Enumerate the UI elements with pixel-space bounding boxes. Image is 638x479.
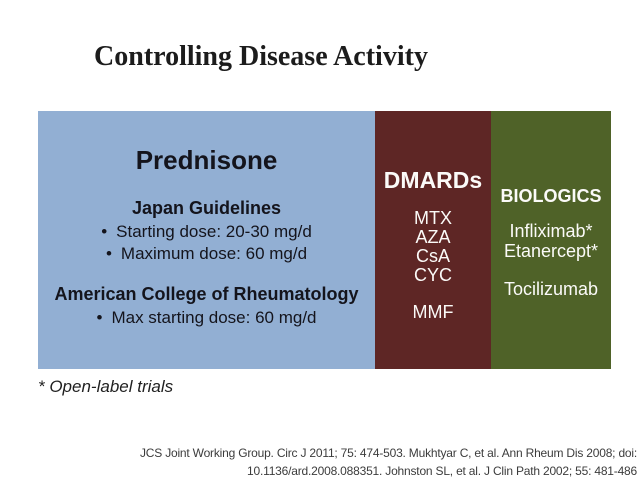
open-label-footnote: * Open-label trials: [38, 377, 174, 396]
list-item: • Max starting dose: 60 mg/d: [38, 308, 375, 327]
dmards-item: MMF: [412, 302, 454, 322]
biologics-item: Etanercept*: [503, 241, 599, 261]
citation: JCS Joint Working Group. Circ J 2011; 75…: [77, 444, 637, 479]
acr-heading: American College of Rheumatology: [54, 284, 359, 304]
dmards-item: AZA: [415, 227, 451, 247]
list-item: • Maximum dose: 60 mg/d: [38, 244, 375, 263]
list-item: • Starting dose: 20-30 mg/d: [38, 222, 375, 241]
dmards-item: CsA: [415, 246, 450, 266]
citation-line-1: JCS Joint Working Group. Circ J 2011; 75…: [139, 446, 637, 460]
biologics-item: Tocilizumab: [503, 279, 599, 299]
biologics-title: BIOLOGICS: [500, 186, 602, 206]
japan-bullet-2: Maximum dose: 60 mg/d: [120, 244, 308, 263]
citation-line-2: 10.1136/ard.2008.088351. Johnston SL, et…: [247, 464, 637, 478]
biologics-panel: BIOLOGICS Infliximab* Etanercept* Tocili…: [491, 111, 611, 369]
bullet-icon: •: [96, 308, 103, 327]
page-title: Controlling Disease Activity: [94, 41, 428, 72]
bullet-icon: •: [105, 244, 112, 263]
dmards-title: DMARDs: [383, 167, 483, 193]
acr-bullet-1: Max starting dose: 60 mg/d: [111, 308, 317, 327]
dmards-panel: DMARDs MTX AZA CsA CYC MMF: [375, 111, 491, 369]
prednisone-title: Prednisone: [135, 145, 278, 175]
biologics-item: Infliximab*: [509, 221, 593, 241]
dmards-item: MTX: [414, 208, 452, 228]
japan-bullet-1: Starting dose: 20-30 mg/d: [116, 222, 312, 241]
dmards-item: CYC: [413, 265, 452, 285]
prednisone-panel: Prednisone Japan Guidelines • Starting do…: [38, 111, 375, 369]
bullet-icon: •: [101, 222, 108, 241]
japan-guidelines-heading: Japan Guidelines: [131, 198, 282, 218]
